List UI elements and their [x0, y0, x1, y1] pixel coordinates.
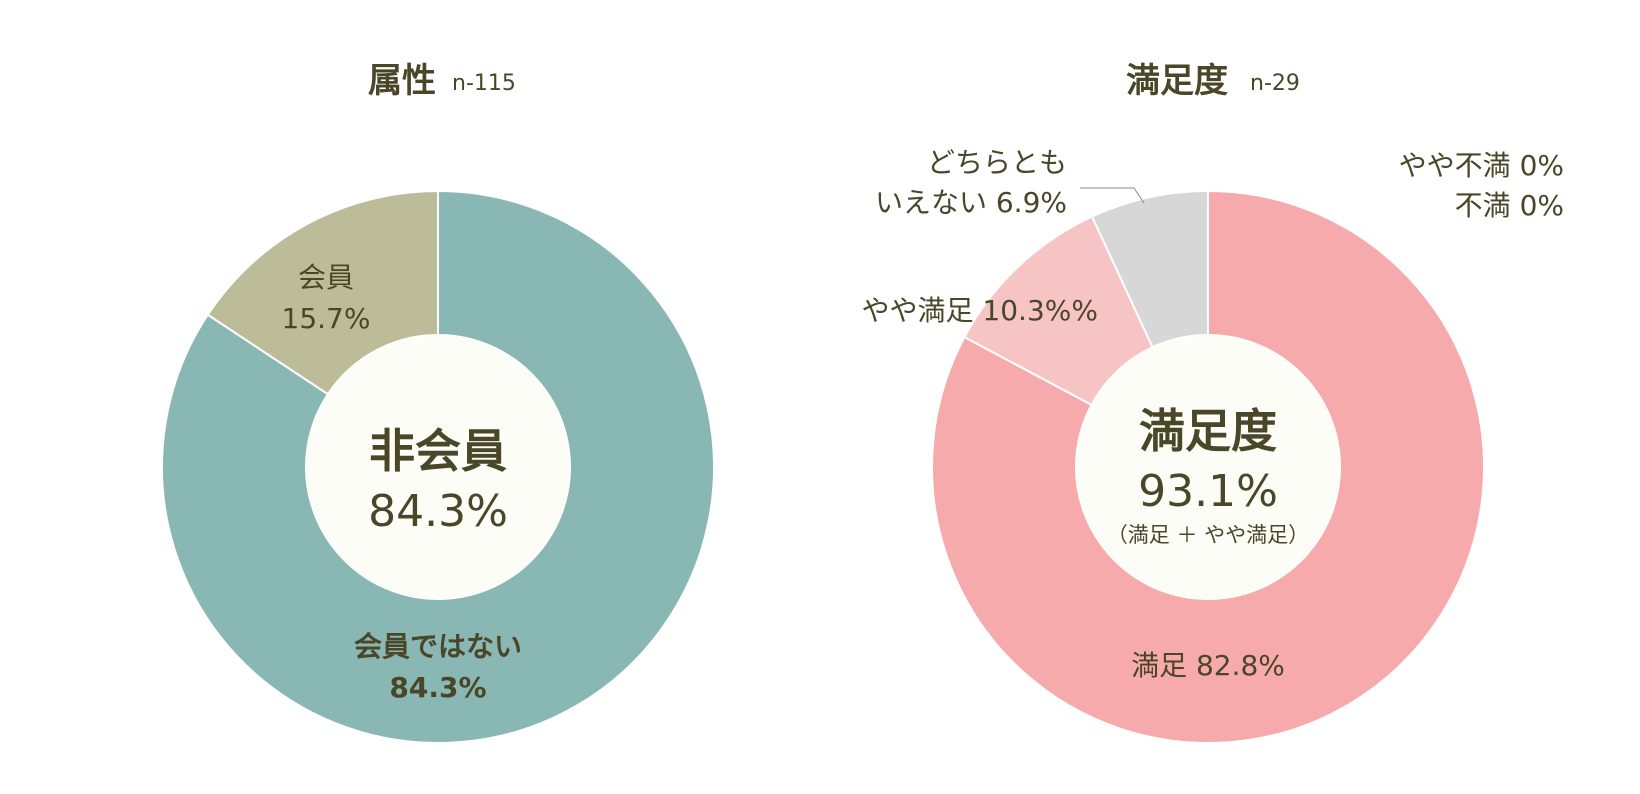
chart-satisfaction-sample-size: n-29 [1250, 71, 1300, 96]
slice-label-satisfied: 満足 82.8% [1131, 649, 1285, 682]
neutral-leader-line [1080, 187, 1145, 204]
slice-label-non-member: 会員ではない [354, 630, 522, 663]
chart-satisfaction-center-label: 満足度 [1139, 404, 1277, 458]
slice-value-non-member: 84.3% [389, 671, 486, 704]
chart-satisfaction-center-value: 93.1% [1138, 466, 1278, 517]
chart-attribute-title: 属性 [368, 61, 436, 101]
slice-non-member [161, 189, 715, 744]
chart-attribute: 属性 n-115 非会員 84.3% 会員 15.7% 会員ではない 84.3% [161, 61, 715, 744]
chart-attribute-sample-size: n-115 [452, 71, 516, 96]
slice-label-somewhat-satisfied: やや満足 10.3%% [862, 294, 1098, 327]
slice-label-neutral-line2: いえない 6.9% [875, 186, 1067, 219]
chart-attribute-donut [161, 189, 715, 744]
chart-satisfaction-title: 満足度 [1126, 61, 1228, 101]
chart-attribute-center-disc [306, 335, 570, 599]
chart-satisfaction: 満足度 n-29 満足度 93.1% （満足 ＋ やや満足） 満足 82.8% … [862, 61, 1564, 744]
slice-label-somewhat-dissatisfied: やや不満 0% [1399, 149, 1564, 182]
chart-attribute-center-value: 84.3% [368, 486, 508, 537]
slice-label-neutral-line1: どちらとも [927, 146, 1067, 179]
chart-satisfaction-center-note: （満足 ＋ やや満足） [1107, 523, 1309, 547]
slice-value-member: 15.7% [282, 302, 371, 335]
slice-label-dissatisfied: 不満 0% [1455, 189, 1564, 222]
chart-attribute-center-label: 非会員 [369, 424, 507, 478]
slice-label-member: 会員 [298, 261, 354, 294]
chart-satisfaction-center-disc [1076, 335, 1340, 599]
